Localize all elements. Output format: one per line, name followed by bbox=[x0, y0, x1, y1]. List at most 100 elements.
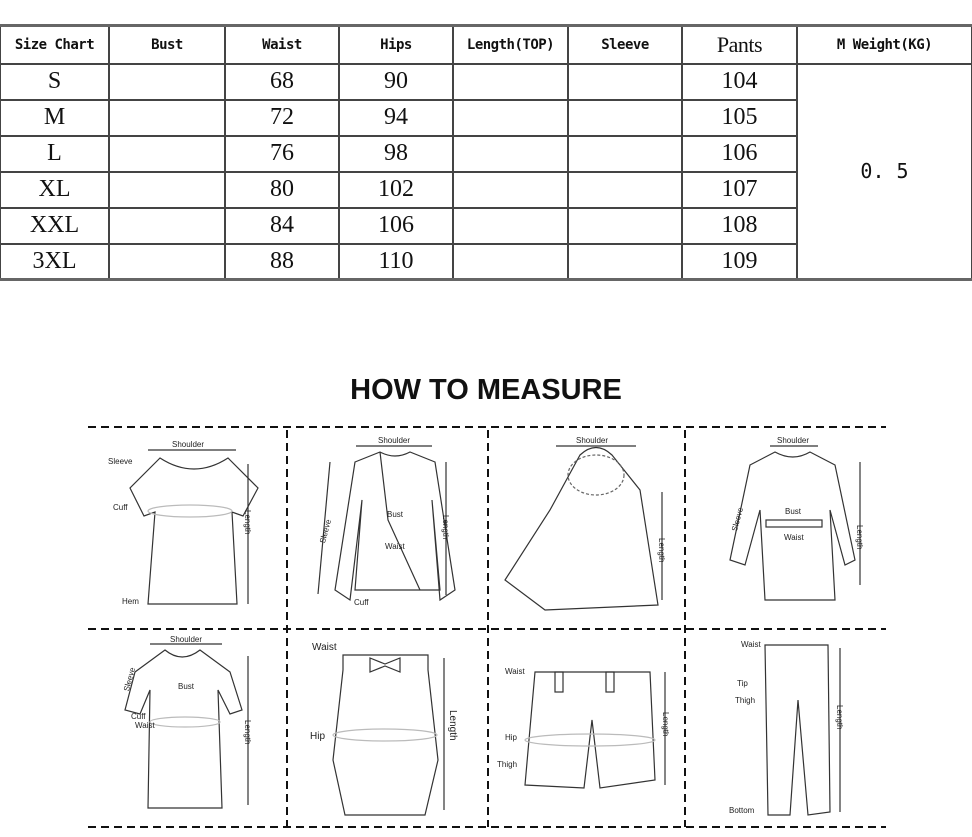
tshirt-length-label: Length bbox=[243, 510, 252, 535]
cell-length bbox=[452, 62, 569, 101]
cell-hips: 102 bbox=[338, 170, 454, 209]
cell-hips: 94 bbox=[338, 98, 454, 137]
cell-sleeve bbox=[567, 134, 683, 173]
cell-weight: 0. 5 bbox=[796, 62, 972, 281]
blazer-bust-label: Bust bbox=[387, 510, 404, 519]
cape-drawing bbox=[504, 445, 663, 611]
cell-sleeve bbox=[567, 242, 683, 281]
shorts-waist-label: Waist bbox=[505, 667, 525, 676]
header-bust: Bust bbox=[108, 24, 226, 65]
blazer-shoulder-label: Shoulder bbox=[378, 436, 411, 445]
cell-pants: 108 bbox=[681, 206, 798, 245]
skirt-drawing bbox=[332, 654, 445, 816]
tshirt-sleeve-label: Sleeve bbox=[108, 457, 133, 466]
cell-waist: 68 bbox=[224, 62, 340, 101]
cell-bust bbox=[108, 242, 226, 281]
tshirt-drawing bbox=[129, 449, 259, 605]
cell-waist: 76 bbox=[224, 134, 340, 173]
cell-length bbox=[452, 98, 569, 137]
cell-hips: 110 bbox=[338, 242, 454, 281]
cell-size: XXL bbox=[0, 206, 110, 245]
table-row: XXL 84 106 108 bbox=[0, 206, 972, 245]
coat-drawing bbox=[729, 445, 861, 601]
header-weight: M Weight(KG) bbox=[796, 24, 972, 65]
cape-shoulder-label: Shoulder bbox=[576, 436, 609, 445]
cell-size: S bbox=[0, 62, 110, 101]
cell-sleeve bbox=[567, 206, 683, 245]
header-size: Size Chart bbox=[0, 24, 110, 65]
dress-waist-label: Waist bbox=[135, 721, 155, 730]
skirt-length-label: Length bbox=[447, 710, 458, 741]
table-row: L 76 98 106 bbox=[0, 134, 972, 173]
cell-size: L bbox=[0, 134, 110, 173]
cell-pants: 106 bbox=[681, 134, 798, 173]
blazer-length-label: Length bbox=[441, 515, 450, 540]
shorts-length-label: Length bbox=[661, 712, 670, 737]
cell-bust bbox=[108, 134, 226, 173]
cell-bust bbox=[108, 206, 226, 245]
skirt-hip-label: Hip bbox=[310, 731, 326, 742]
coat-length-label: Length bbox=[855, 525, 864, 550]
header-pants: Pants bbox=[681, 24, 798, 65]
cell-waist: 84 bbox=[224, 206, 340, 245]
header-length: Length(TOP) bbox=[452, 24, 569, 65]
dress-shoulder-label: Shoulder bbox=[170, 635, 203, 644]
coat-bust-label: Bust bbox=[785, 507, 802, 516]
table-row: XL 80 102 107 bbox=[0, 170, 972, 209]
pants-drawing bbox=[764, 644, 841, 816]
dress-drawing bbox=[124, 643, 249, 809]
pants-bottom-label: Bottom bbox=[729, 806, 755, 815]
blazer-cuff-label: Cuff bbox=[354, 598, 369, 607]
header-sleeve: Sleeve bbox=[567, 24, 683, 65]
tshirt-hem-label: Hem bbox=[122, 597, 139, 606]
tshirt-shoulder-label: Shoulder bbox=[172, 440, 205, 449]
cell-size: 3XL bbox=[0, 242, 110, 281]
cell-sleeve bbox=[567, 98, 683, 137]
cell-pants: 104 bbox=[681, 62, 798, 101]
cell-waist: 80 bbox=[224, 170, 340, 209]
shorts-hip-label: Hip bbox=[505, 733, 518, 742]
cape-length-label: Length bbox=[657, 538, 666, 563]
table-row: M 72 94 105 bbox=[0, 98, 972, 137]
cell-sleeve bbox=[567, 62, 683, 101]
cell-waist: 72 bbox=[224, 98, 340, 137]
cell-length bbox=[452, 134, 569, 173]
header-hips: Hips bbox=[338, 24, 454, 65]
pants-length-label: Length bbox=[835, 705, 844, 730]
shorts-thigh-label: Thigh bbox=[497, 760, 518, 769]
table-row: 3XL 88 110 109 bbox=[0, 242, 972, 281]
cell-size: M bbox=[0, 98, 110, 137]
table-row: S 68 90 104 0. 5 bbox=[0, 62, 972, 281]
cell-hips: 90 bbox=[338, 62, 454, 101]
cell-bust bbox=[108, 98, 226, 137]
blazer-drawing bbox=[317, 445, 456, 602]
skirt-waist-label: Waist bbox=[312, 642, 337, 653]
cell-length bbox=[452, 206, 569, 245]
cell-pants: 107 bbox=[681, 170, 798, 209]
cell-length bbox=[452, 242, 569, 281]
size-chart-table: Size Chart Bust Waist Hips Length(TOP) S… bbox=[0, 24, 972, 281]
header-waist: Waist bbox=[224, 24, 340, 65]
blazer-waist-label: Waist bbox=[385, 542, 405, 551]
dress-length-label: Length bbox=[243, 720, 252, 745]
coat-shoulder-label: Shoulder bbox=[777, 436, 810, 445]
pants-tip-label: Tip bbox=[737, 679, 748, 688]
cell-length bbox=[452, 170, 569, 209]
cell-hips: 98 bbox=[338, 134, 454, 173]
cell-waist: 88 bbox=[224, 242, 340, 281]
cell-bust bbox=[108, 62, 226, 101]
pants-waist-label: Waist bbox=[741, 640, 761, 649]
cell-size: XL bbox=[0, 170, 110, 209]
header-row: Size Chart Bust Waist Hips Length(TOP) S… bbox=[0, 24, 972, 65]
dress-cuff-label: Cuff bbox=[131, 712, 146, 721]
cell-sleeve bbox=[567, 170, 683, 209]
shorts-drawing bbox=[524, 671, 666, 789]
cell-pants: 105 bbox=[681, 98, 798, 137]
pants-thigh-label: Thigh bbox=[735, 696, 756, 705]
grid-dividers bbox=[88, 426, 886, 828]
dress-bust-label: Bust bbox=[178, 682, 195, 691]
cell-hips: 106 bbox=[338, 206, 454, 245]
coat-waist-label: Waist bbox=[784, 533, 804, 542]
tshirt-cuff-label: Cuff bbox=[113, 503, 128, 512]
